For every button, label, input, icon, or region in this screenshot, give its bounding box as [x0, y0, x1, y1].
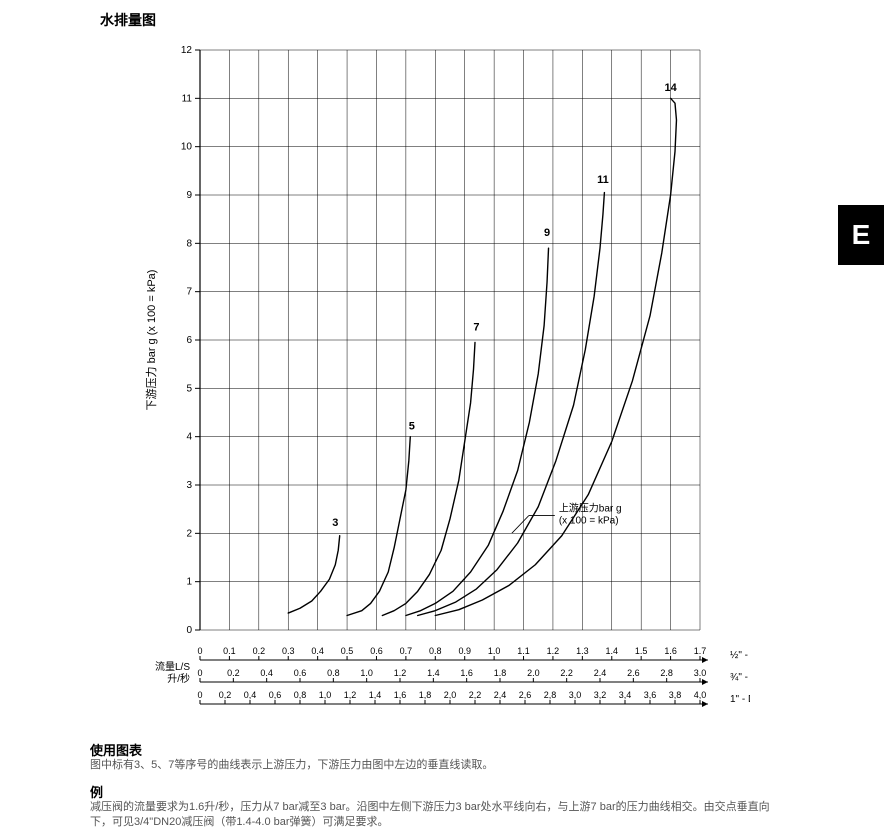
- svg-text:0.5: 0.5: [341, 646, 354, 656]
- section-heading-use: 使用图表: [90, 740, 142, 759]
- svg-text:1.6: 1.6: [460, 668, 473, 678]
- svg-text:9: 9: [544, 227, 550, 239]
- svg-text:3: 3: [186, 480, 192, 491]
- svg-text:0: 0: [197, 668, 202, 678]
- svg-text:0,8: 0,8: [294, 690, 307, 700]
- svg-text:流量L/S: 流量L/S: [155, 660, 190, 673]
- svg-text:4: 4: [186, 432, 192, 443]
- svg-text:1" - DN25: 1" - DN25: [730, 694, 750, 705]
- svg-text:1.4: 1.4: [606, 646, 619, 656]
- chart-container: 0123456789101112下游压力 bar g (x 100 = kPa)…: [100, 30, 750, 735]
- svg-text:11: 11: [597, 174, 609, 186]
- svg-text:14: 14: [664, 82, 677, 94]
- svg-text:2,8: 2,8: [544, 690, 557, 700]
- svg-text:½" - DN15: ½" - DN15: [730, 650, 750, 661]
- svg-text:¾" - DN20: ¾" - DN20: [730, 672, 750, 683]
- svg-text:0.6: 0.6: [294, 668, 307, 678]
- svg-text:0.6: 0.6: [370, 646, 383, 656]
- svg-text:0: 0: [197, 646, 202, 656]
- svg-text:2.2: 2.2: [560, 668, 573, 678]
- svg-text:1.4: 1.4: [427, 668, 440, 678]
- section-heading-example: 例: [90, 782, 103, 801]
- svg-text:0: 0: [197, 690, 202, 700]
- svg-text:0,2: 0,2: [219, 690, 232, 700]
- svg-text:0.8: 0.8: [429, 646, 442, 656]
- svg-text:2,2: 2,2: [469, 690, 482, 700]
- svg-text:6: 6: [186, 335, 192, 346]
- svg-text:1.5: 1.5: [635, 646, 648, 656]
- svg-text:0.3: 0.3: [282, 646, 295, 656]
- svg-text:上游压力bar g: 上游压力bar g: [559, 502, 622, 515]
- svg-text:1,2: 1,2: [344, 690, 357, 700]
- svg-text:2.4: 2.4: [594, 668, 607, 678]
- svg-text:10: 10: [181, 142, 193, 153]
- section-text-example: 减压阀的流量要求为1.6升/秒，压力从7 bar减至3 bar。沿图中左侧下游压…: [90, 800, 790, 831]
- svg-text:1.2: 1.2: [547, 646, 560, 656]
- svg-text:3,6: 3,6: [644, 690, 657, 700]
- svg-text:7: 7: [473, 321, 479, 333]
- svg-text:(x 100 = kPa): (x 100 = kPa): [559, 516, 619, 527]
- svg-text:升/秒: 升/秒: [167, 672, 190, 685]
- svg-text:8: 8: [186, 238, 192, 249]
- svg-text:1.7: 1.7: [694, 646, 707, 656]
- capacity-chart: 0123456789101112下游压力 bar g (x 100 = kPa)…: [100, 30, 750, 730]
- svg-text:3,4: 3,4: [619, 690, 632, 700]
- svg-text:7: 7: [186, 287, 192, 298]
- svg-text:1,4: 1,4: [369, 690, 382, 700]
- svg-text:4,0: 4,0: [694, 690, 707, 700]
- svg-text:2,6: 2,6: [519, 690, 532, 700]
- side-tab-e: E: [838, 205, 884, 265]
- svg-text:0,4: 0,4: [244, 690, 257, 700]
- svg-text:1.1: 1.1: [517, 646, 530, 656]
- svg-text:0.2: 0.2: [253, 646, 266, 656]
- svg-text:0.7: 0.7: [400, 646, 413, 656]
- svg-text:0.2: 0.2: [227, 668, 240, 678]
- svg-text:1,0: 1,0: [319, 690, 332, 700]
- svg-text:1.3: 1.3: [576, 646, 589, 656]
- svg-text:3,2: 3,2: [594, 690, 607, 700]
- svg-text:1: 1: [186, 577, 192, 588]
- svg-text:0.4: 0.4: [311, 646, 324, 656]
- svg-text:0.9: 0.9: [458, 646, 471, 656]
- svg-text:12: 12: [181, 45, 193, 56]
- svg-text:2: 2: [186, 528, 192, 539]
- svg-text:1.8: 1.8: [494, 668, 507, 678]
- svg-text:0.8: 0.8: [327, 668, 340, 678]
- svg-text:1.2: 1.2: [394, 668, 407, 678]
- svg-text:0.4: 0.4: [260, 668, 273, 678]
- svg-text:0,6: 0,6: [269, 690, 282, 700]
- svg-text:2.6: 2.6: [627, 668, 640, 678]
- svg-text:1.0: 1.0: [360, 668, 373, 678]
- svg-text:2,4: 2,4: [494, 690, 507, 700]
- svg-text:3: 3: [332, 517, 338, 529]
- svg-text:5: 5: [409, 420, 415, 432]
- chart-title: 水排量图: [100, 10, 156, 30]
- svg-text:1,6: 1,6: [394, 690, 407, 700]
- svg-text:2,0: 2,0: [444, 690, 457, 700]
- svg-text:0: 0: [186, 625, 192, 636]
- svg-text:5: 5: [186, 383, 192, 394]
- svg-text:下游压力 bar g (x 100 = kPa): 下游压力 bar g (x 100 = kPa): [145, 270, 158, 411]
- svg-text:3,0: 3,0: [569, 690, 582, 700]
- svg-text:11: 11: [182, 93, 193, 104]
- svg-text:3.0: 3.0: [694, 668, 707, 678]
- svg-text:1,8: 1,8: [419, 690, 432, 700]
- svg-text:9: 9: [186, 190, 192, 201]
- svg-text:1.0: 1.0: [488, 646, 501, 656]
- section-text-use: 图中标有3、5、7等序号的曲线表示上游压力，下游压力由图中左边的垂直线读取。: [90, 758, 790, 773]
- svg-text:2.0: 2.0: [527, 668, 540, 678]
- svg-text:2.8: 2.8: [660, 668, 673, 678]
- svg-text:3,8: 3,8: [669, 690, 682, 700]
- svg-text:1.6: 1.6: [664, 646, 677, 656]
- svg-text:0.1: 0.1: [223, 646, 236, 656]
